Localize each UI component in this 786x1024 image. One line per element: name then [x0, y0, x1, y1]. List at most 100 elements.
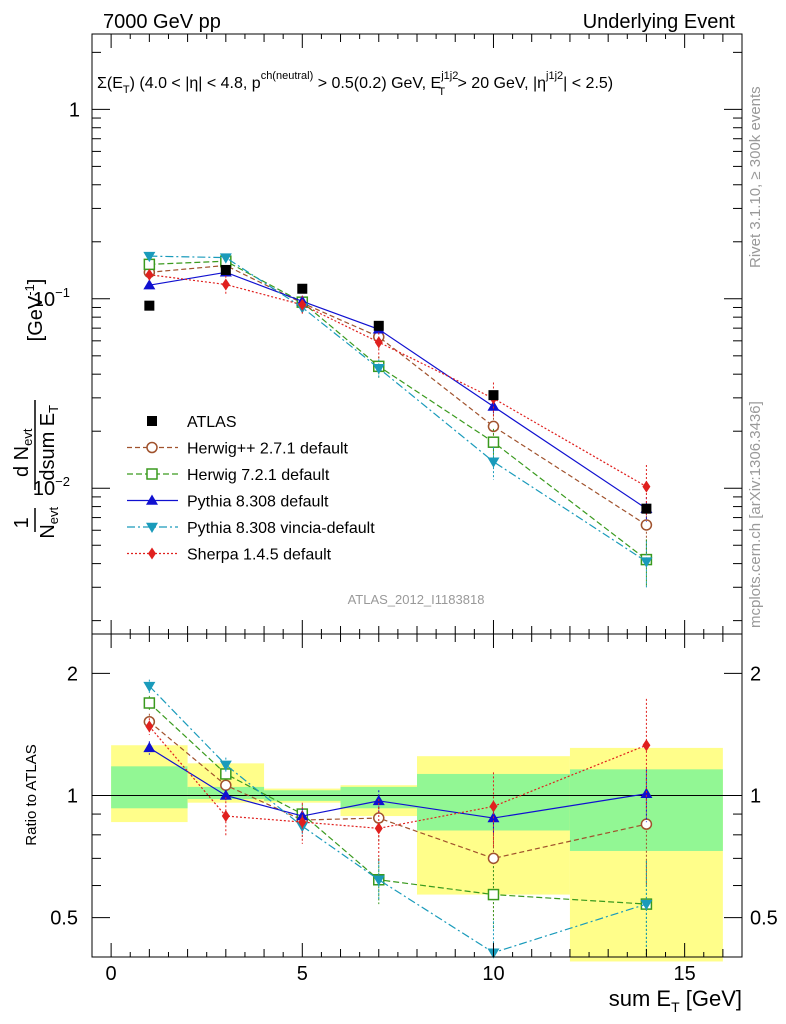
- series-point-ratio: [487, 852, 500, 865]
- y-tick-exponent: −1: [55, 285, 70, 300]
- analysis-id: ATLAS_2012_I1183818: [348, 592, 485, 607]
- legend-label: ATLAS: [187, 414, 237, 431]
- legend-entry-4: Pythia 8.308 vincia-default: [127, 520, 375, 537]
- y-tick-exponent: −2: [55, 474, 70, 489]
- series-line-ratio: [148, 721, 647, 859]
- series-line-main: [149, 264, 647, 526]
- atlas-data-point: [373, 320, 384, 331]
- header-left: 7000 GeV pp: [103, 11, 221, 33]
- legend: ATLAS Herwig++ 2.7.1 default Herwig 7.2.1 …: [127, 414, 375, 564]
- y-tick-label-ratio-right: 0.5: [750, 908, 778, 930]
- series-line-main: [149, 260, 647, 561]
- legend-entry-5: Sherpa 1.4.5 default: [127, 547, 332, 564]
- series-point-main: [487, 400, 500, 411]
- series-line-main: [149, 255, 647, 563]
- y-axis-label-ratio: Ratio to ATLAS: [23, 744, 40, 845]
- legend-marker: [147, 416, 157, 426]
- series-line-ratio: [148, 685, 647, 954]
- legend-label: Herwig++ 2.7.1 default: [187, 441, 349, 458]
- series-line-ratio: [148, 726, 647, 829]
- series-line-ratio: [148, 702, 647, 905]
- legend-marker: [146, 468, 158, 480]
- series-point-ratio: [143, 681, 156, 693]
- x-tick-label: 15: [674, 963, 696, 985]
- legend-entry-2: Herwig 7.2.1 default: [127, 467, 330, 484]
- series-line-main: [149, 274, 647, 488]
- y-tick-label-ratio-left: 1: [67, 786, 78, 808]
- series-layer: [143, 251, 653, 959]
- series-point-ratio: [145, 720, 154, 733]
- series-point-main: [298, 298, 307, 311]
- ratio-uncertainty-bands: [111, 745, 723, 962]
- band-green: [111, 766, 188, 809]
- series-3: [143, 251, 653, 959]
- svg-text:1 Nevt d Nevt: 1 Nevt d Nevt dsum ET [GeV-1]: [11, 279, 63, 539]
- series-point-main: [487, 457, 500, 468]
- y-tick-label-ratio-left: 2: [67, 663, 78, 685]
- atlas-data-point: [488, 390, 499, 401]
- series-point-ratio: [143, 741, 156, 753]
- series-line-ratio: [149, 747, 647, 819]
- x-tick-label: 0: [106, 963, 117, 985]
- series-point-main: [487, 436, 500, 448]
- legend-marker: [146, 441, 158, 454]
- series-point-main: [145, 268, 154, 281]
- series-point-ratio: [220, 779, 232, 791]
- plot-subtitle: Σ(ET) (4.0 < |η| < 4.8, pch(neutral) > 0…: [97, 70, 613, 98]
- series-4: [145, 268, 651, 864]
- atlas-data-point: [220, 264, 231, 275]
- series-point-ratio: [143, 697, 156, 709]
- x-tick-label: 5: [297, 963, 308, 985]
- legend-entry-0: ATLAS: [147, 414, 237, 431]
- series-point-main: [372, 364, 385, 375]
- mcplots-label: mcplots.cern.ch [arXiv:1306.3436]: [747, 401, 764, 628]
- series-point-main: [374, 336, 383, 349]
- series-point-ratio: [489, 800, 498, 813]
- legend-marker: [146, 522, 158, 533]
- y-tick-label-ratio-right: 2: [750, 663, 761, 685]
- series-point-ratio: [373, 812, 385, 824]
- legend-entry-3: Pythia 8.308 default: [127, 494, 329, 511]
- rivet-version-label: Rivet 3.1.10, ≥ 300k events: [747, 86, 764, 268]
- series-point-ratio: [487, 888, 500, 901]
- legend-marker: [148, 547, 156, 560]
- legend-label: Herwig 7.2.1 default: [187, 467, 330, 484]
- y-tick-label-ratio-right: 1: [750, 786, 761, 808]
- legend-label: Pythia 8.308 default: [187, 494, 329, 511]
- series-point-ratio: [221, 810, 230, 823]
- atlas-data-point: [641, 503, 652, 514]
- series-point-main: [487, 420, 500, 433]
- series-point-ratio: [642, 739, 651, 752]
- main-plot-frame: [91, 33, 743, 635]
- series-point-ratio: [219, 789, 232, 800]
- legend-entry-1: Herwig++ 2.7.1 default: [127, 441, 349, 458]
- x-tick-label: 10: [482, 963, 504, 985]
- series-line-main: [149, 271, 647, 510]
- series-point-main: [221, 278, 230, 291]
- legend-marker: [146, 494, 158, 505]
- y-tick-label-ratio-left: 0.5: [50, 908, 78, 930]
- series-point-main: [642, 480, 651, 493]
- legend-label: Sherpa 1.4.5 default: [187, 547, 332, 564]
- series-point-main: [143, 279, 156, 290]
- series-point-ratio: [640, 899, 653, 911]
- series-point-ratio: [640, 818, 653, 830]
- series-point-ratio: [374, 822, 383, 835]
- series-point-main: [640, 557, 653, 568]
- series-point-main: [143, 251, 156, 263]
- atlas-data-point: [144, 300, 155, 311]
- x-axis-label: sum ET [GeV]: [609, 986, 742, 1015]
- legend-label: Pythia 8.308 vincia-default: [187, 520, 375, 537]
- series-point-ratio: [372, 875, 385, 886]
- series-point-main: [640, 519, 653, 531]
- y-axis-label-main: 1 Nevt d Nevt dsum ET [GeV-1]: [11, 279, 63, 539]
- y-tick-label-main: 1: [69, 99, 80, 121]
- series-point-ratio: [219, 760, 232, 771]
- data-layer: [144, 264, 652, 514]
- series-point-ratio: [298, 816, 307, 829]
- y-tick-label-main: 10−1: [33, 285, 70, 311]
- header-right: Underlying Event: [583, 11, 736, 33]
- atlas-data-point: [297, 283, 308, 294]
